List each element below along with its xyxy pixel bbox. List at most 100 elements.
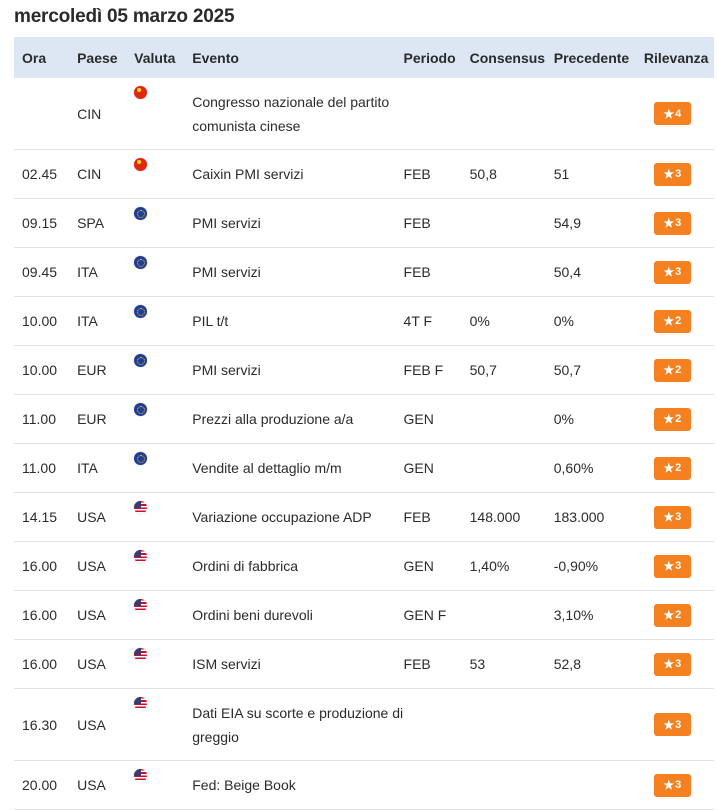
cell-consensus: 0% bbox=[469, 296, 554, 346]
col-header-paese: Paese bbox=[77, 37, 135, 78]
cell-ora: 10.00 bbox=[14, 296, 78, 346]
table-row[interactable]: 16.00 USA ISM servizi FEB 53 52,8 ★ 3 bbox=[14, 639, 714, 689]
table-row[interactable]: 11.00 ITA Vendite al dettaglio m/m GEN 0,60%… bbox=[14, 443, 714, 493]
star-icon: ★ bbox=[663, 363, 675, 377]
cell-evento: PMI servizi bbox=[192, 247, 404, 297]
table-row[interactable]: CIN Congresso nazionale del partito comun… bbox=[14, 78, 714, 150]
importance-level: 3 bbox=[675, 511, 682, 523]
cell-rilevanza: ★ 3 bbox=[643, 688, 714, 761]
cell-valuta bbox=[134, 443, 193, 493]
importance-badge[interactable]: ★ 3 bbox=[653, 713, 691, 736]
cell-precedente: -0,90% bbox=[553, 541, 644, 591]
importance-badge[interactable]: ★ 3 bbox=[653, 505, 691, 529]
cell-consensus bbox=[469, 590, 554, 640]
cell-consensus bbox=[469, 198, 554, 248]
cell-periodo: GEN bbox=[403, 394, 470, 444]
star-icon: ★ bbox=[663, 608, 675, 622]
table-row[interactable]: 14.15 USA Variazione occupazione ADP FEB 148… bbox=[14, 492, 714, 542]
eu-flag-icon bbox=[134, 403, 148, 416]
cell-precedente: 183.000 bbox=[553, 492, 644, 542]
importance-level: 2 bbox=[675, 462, 682, 474]
importance-badge[interactable]: ★ 2 bbox=[653, 407, 691, 431]
cell-valuta bbox=[134, 394, 193, 444]
us-flag-icon bbox=[134, 697, 148, 710]
importance-level: 2 bbox=[675, 609, 682, 621]
cell-consensus: 53 bbox=[469, 639, 554, 689]
cell-paese: USA bbox=[77, 590, 135, 640]
cell-consensus bbox=[469, 443, 554, 493]
cell-paese: USA bbox=[77, 639, 135, 689]
table-header: Ora Paese Valuta Evento Periodo Consensu… bbox=[14, 37, 714, 78]
table-row[interactable]: 10.00 EUR PMI servizi FEB F 50,7 50,7 ★ 2 bbox=[14, 345, 714, 395]
cell-evento: PIL t/t bbox=[192, 296, 404, 346]
cell-periodo bbox=[403, 78, 470, 150]
table-row[interactable]: 10.00 ITA PIL t/t 4T F 0% 0% ★ 2 bbox=[14, 296, 714, 346]
cell-valuta bbox=[134, 149, 193, 199]
table-row[interactable]: 16.00 USA Ordini di fabbrica GEN 1,40% -0,90%… bbox=[14, 541, 714, 591]
star-icon: ★ bbox=[663, 314, 675, 328]
importance-badge[interactable]: ★ 3 bbox=[653, 211, 691, 235]
table-row[interactable]: 09.15 SPA PMI servizi FEB 54,9 ★ 3 bbox=[14, 198, 714, 248]
star-icon: ★ bbox=[663, 412, 675, 426]
importance-badge[interactable]: ★ 2 bbox=[653, 603, 691, 627]
eu-flag-icon bbox=[134, 354, 148, 367]
table-row[interactable]: 20.00 USA Fed: Beige Book ★ 3 bbox=[14, 760, 714, 810]
cell-evento: Ordini beni durevoli bbox=[192, 590, 404, 640]
col-header-rilevanza: Rilevanza bbox=[643, 37, 714, 78]
star-icon: ★ bbox=[663, 778, 675, 792]
cell-periodo: FEB bbox=[403, 639, 470, 689]
cell-consensus bbox=[469, 78, 554, 150]
cell-paese: USA bbox=[77, 688, 135, 761]
cell-ora: 02.45 bbox=[14, 149, 78, 199]
table-row[interactable]: 02.45 CIN Caixin PMI servizi FEB 50,8 51 ★ 3 bbox=[14, 149, 714, 199]
importance-badge[interactable]: ★ 2 bbox=[653, 456, 691, 480]
cell-consensus bbox=[469, 760, 554, 810]
header-row: Ora Paese Valuta Evento Periodo Consensu… bbox=[14, 37, 714, 78]
importance-badge[interactable]: ★ 3 bbox=[653, 162, 691, 186]
importance-badge[interactable]: ★ 3 bbox=[653, 652, 691, 676]
importance-badge[interactable]: ★ 3 bbox=[653, 773, 691, 797]
importance-badge[interactable]: ★ 3 bbox=[653, 260, 691, 284]
cell-valuta bbox=[134, 688, 193, 761]
eu-flag-icon bbox=[134, 207, 148, 220]
cell-valuta bbox=[134, 492, 193, 542]
table-row[interactable]: 11.00 EUR Prezzi alla produzione a/a GEN 0% ★… bbox=[14, 394, 714, 444]
col-header-periodo: Periodo bbox=[403, 37, 470, 78]
table-row[interactable]: 09.45 ITA PMI servizi FEB 50,4 ★ 3 bbox=[14, 247, 714, 297]
cell-consensus: 148.000 bbox=[469, 492, 554, 542]
importance-badge[interactable]: ★ 3 bbox=[653, 554, 691, 578]
importance-badge[interactable]: ★ 2 bbox=[653, 358, 691, 382]
cell-evento: PMI servizi bbox=[192, 198, 404, 248]
importance-level: 3 bbox=[675, 266, 682, 278]
cell-paese: CIN bbox=[77, 78, 135, 150]
cell-periodo: 4T F bbox=[403, 296, 470, 346]
cell-precedente: 50,4 bbox=[553, 247, 644, 297]
cell-ora: 16.00 bbox=[14, 590, 78, 640]
cell-evento: ISM servizi bbox=[192, 639, 404, 689]
cell-ora: 10.00 bbox=[14, 345, 78, 395]
table-row[interactable]: 16.00 USA Ordini beni durevoli GEN F 3,10% ★ 2 bbox=[14, 590, 714, 640]
eu-flag-icon bbox=[134, 256, 148, 269]
importance-level: 3 bbox=[675, 217, 682, 229]
cell-evento: Vendite al dettaglio m/m bbox=[192, 443, 404, 493]
cell-evento: Congresso nazionale del partito comunist… bbox=[192, 78, 404, 150]
col-header-precedente: Precedente bbox=[553, 37, 644, 78]
star-icon: ★ bbox=[663, 657, 675, 671]
cell-paese: USA bbox=[77, 492, 135, 542]
cell-valuta bbox=[134, 639, 193, 689]
cell-periodo: FEB bbox=[403, 149, 470, 199]
cell-valuta bbox=[134, 296, 193, 346]
cell-ora: 16.00 bbox=[14, 639, 78, 689]
cell-consensus bbox=[469, 247, 554, 297]
cell-ora: 16.30 bbox=[14, 688, 78, 761]
cell-evento: Caixin PMI servizi bbox=[192, 149, 404, 199]
cell-paese: USA bbox=[77, 541, 135, 591]
cell-rilevanza: ★ 2 bbox=[643, 394, 714, 444]
importance-badge[interactable]: ★ 4 bbox=[653, 102, 691, 125]
cell-evento: Ordini di fabbrica bbox=[192, 541, 404, 591]
star-icon: ★ bbox=[663, 216, 675, 230]
us-flag-icon bbox=[134, 550, 148, 563]
importance-badge[interactable]: ★ 2 bbox=[653, 309, 691, 333]
table-row[interactable]: 16.30 USA Dati EIA su scorte e produzione … bbox=[14, 688, 714, 761]
eu-flag-icon bbox=[134, 452, 148, 465]
